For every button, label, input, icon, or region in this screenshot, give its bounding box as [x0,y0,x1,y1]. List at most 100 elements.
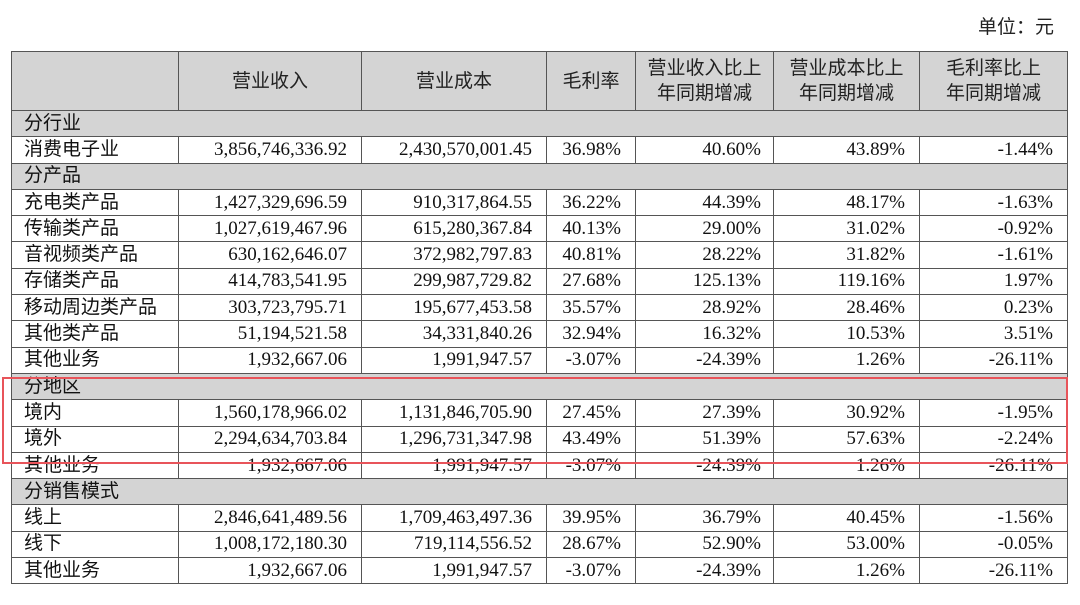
table-row: 移动周边类产品 303,723,795.71 195,677,453.58 35.57… [11,294,1068,322]
cost-yoy-cell: 53.00% [773,530,920,559]
cost-cell: 615,280,367.84 [361,215,547,243]
table-row: 音视频类产品 630,162,646.07 372,982,797.83 40.81%… [11,241,1068,269]
revenue-yoy-cell: 29.00% [635,215,774,243]
gross-margin-cell: -3.07% [546,346,636,374]
cost-cell: 1,131,846,705.90 [361,399,547,427]
table-row: 其他业务 1,932,667.06 1,991,947.57 -3.07% -24.39… [11,451,1068,480]
row-label: 其他业务 [11,451,179,480]
revenue-cell: 3,856,746,336.92 [178,136,362,164]
gross-margin-cell: 36.98% [546,136,636,164]
section-label: 分行业 [11,109,1068,138]
margin-yoy-cell: -1.44% [919,136,1068,164]
unit-label: 单位：元 [977,17,1054,38]
margin-yoy-cell: -1.61% [919,241,1068,269]
header-revenue: 营业收入 [178,51,362,111]
revenue-yoy-cell: 16.32% [635,320,774,348]
revenue-cell: 1,427,329,696.59 [178,188,362,217]
row-label: 境内 [11,399,179,427]
cost-cell: 195,677,453.58 [361,294,547,322]
table-row: 存储类产品 414,783,541.95 299,987,729.82 27.68% 1… [11,267,1068,296]
margin-yoy-cell: -1.63% [919,188,1068,217]
row-label: 消费电子业 [11,136,179,164]
table-row: 充电类产品 1,427,329,696.59 910,317,864.55 36.22… [11,188,1068,217]
section-row: 分地区 [11,372,1068,401]
section-label: 分地区 [11,372,1068,401]
gross-margin-cell: 36.22% [546,188,636,217]
revenue-yoy-cell: 52.90% [635,530,774,559]
cost-yoy-cell: 28.46% [773,294,920,322]
gross-margin-cell: 40.81% [546,241,636,269]
revenue-yoy-cell: 28.92% [635,294,774,322]
revenue-yoy-cell: -24.39% [635,451,774,480]
row-label: 其他类产品 [11,320,179,348]
table-row: 其他业务 1,932,667.06 1,991,947.57 -3.07% -24.39… [11,346,1068,374]
gross-margin-cell: 43.49% [546,425,636,453]
cost-yoy-cell: 40.45% [773,504,920,532]
gross-margin-cell: 40.13% [546,215,636,243]
cost-cell: 372,982,797.83 [361,241,547,269]
revenue-yoy-cell: 44.39% [635,188,774,217]
margin-yoy-cell: -0.05% [919,530,1068,559]
table-row: 传输类产品 1,027,619,467.96 615,280,367.84 40.13… [11,215,1068,243]
revenue-cell: 1,932,667.06 [178,557,362,585]
cost-cell: 1,709,463,497.36 [361,504,547,532]
revenue-cell: 1,027,619,467.96 [178,215,362,243]
table-row: 消费电子业 3,856,746,336.92 2,430,570,001.45 36.… [11,136,1068,164]
revenue-cell: 51,194,521.58 [178,320,362,348]
revenue-yoy-cell: 27.39% [635,399,774,427]
margin-yoy-cell: -1.95% [919,399,1068,427]
revenue-cell: 2,846,641,489.56 [178,504,362,532]
margin-yoy-cell: -2.24% [919,425,1068,453]
gross-margin-cell: 28.67% [546,530,636,559]
revenue-cell: 1,008,172,180.30 [178,530,362,559]
cost-yoy-cell: 43.89% [773,136,920,164]
revenue-cell: 2,294,634,703.84 [178,425,362,453]
cost-cell: 910,317,864.55 [361,188,547,217]
table-row: 其他业务 1,932,667.06 1,991,947.57 -3.07% -24.39… [11,557,1068,585]
table-row: 境内 1,560,178,966.02 1,131,846,705.90 27.45%… [11,399,1068,427]
gross-margin-cell: 27.68% [546,267,636,296]
margin-yoy-cell: -1.56% [919,504,1068,532]
row-label: 音视频类产品 [11,241,179,269]
section-label: 分产品 [11,162,1068,190]
revenue-cell: 303,723,795.71 [178,294,362,322]
row-label: 其他业务 [11,346,179,374]
revenue-cell: 1,560,178,966.02 [178,399,362,427]
row-label: 线下 [11,530,179,559]
cost-yoy-cell: 31.82% [773,241,920,269]
table-row: 线上 2,846,641,489.56 1,709,463,497.36 39.95%… [11,504,1068,532]
cost-yoy-cell: 31.02% [773,215,920,243]
cost-yoy-cell: 10.53% [773,320,920,348]
gross-margin-cell: 27.45% [546,399,636,427]
cost-cell: 299,987,729.82 [361,267,547,296]
margin-yoy-cell: 3.51% [919,320,1068,348]
cost-cell: 1,296,731,347.98 [361,425,547,453]
table-header-row: 营业收入 营业成本 毛利率 营业收入比上 年同期增减 营业成本比上 年同期增减 毛利… [11,51,1068,111]
cost-yoy-cell: 48.17% [773,188,920,217]
row-label: 线上 [11,504,179,532]
revenue-cell: 1,932,667.06 [178,346,362,374]
cost-yoy-cell: 1.26% [773,451,920,480]
cost-yoy-cell: 1.26% [773,557,920,585]
cost-cell: 1,991,947.57 [361,557,547,585]
row-label: 存储类产品 [11,267,179,296]
section-label: 分销售模式 [11,478,1068,506]
revenue-yoy-cell: 40.60% [635,136,774,164]
margin-yoy-cell: -26.11% [919,557,1068,585]
cost-cell: 34,331,840.26 [361,320,547,348]
cost-yoy-cell: 30.92% [773,399,920,427]
revenue-yoy-cell: -24.39% [635,346,774,374]
gross-margin-cell: 35.57% [546,294,636,322]
margin-yoy-cell: -0.92% [919,215,1068,243]
margin-yoy-cell: 1.97% [919,267,1068,296]
cost-cell: 719,114,556.52 [361,530,547,559]
gross-margin-cell: 32.94% [546,320,636,348]
header-cost: 营业成本 [361,51,547,111]
revenue-breakdown-table: 营业收入 营业成本 毛利率 营业收入比上 年同期增减 营业成本比上 年同期增减 毛利… [11,51,1068,585]
cost-yoy-cell: 119.16% [773,267,920,296]
margin-yoy-cell: -26.11% [919,346,1068,374]
header-gross-margin: 毛利率 [546,51,636,111]
row-label: 移动周边类产品 [11,294,179,322]
row-label: 其他业务 [11,557,179,585]
row-label: 充电类产品 [11,188,179,217]
